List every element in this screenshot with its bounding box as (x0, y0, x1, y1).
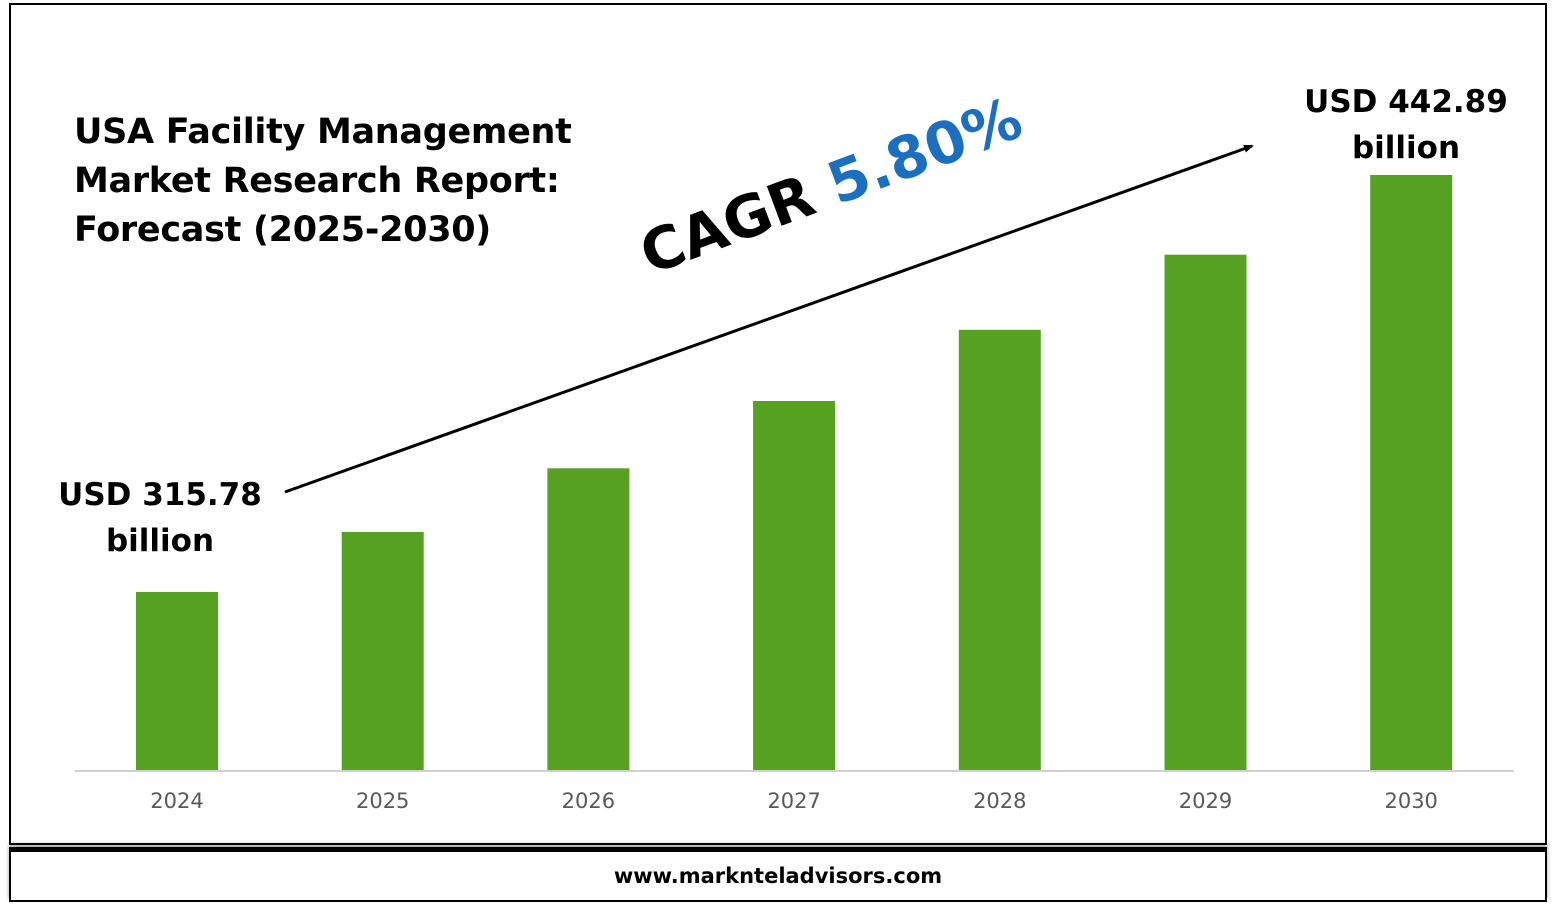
x-tick-label-2026: 2026 (562, 789, 615, 813)
x-tick-label-2028: 2028 (973, 789, 1026, 813)
x-tick-label-2024: 2024 (150, 789, 203, 813)
tick-labels-layer: 2024 2025 2026 2027 2028 2029 2030 (150, 789, 1438, 813)
start-value-callout: USD 315.78 billion (54, 472, 266, 564)
x-tick-label-2025: 2025 (356, 789, 409, 813)
bar-2030 (1370, 175, 1453, 770)
x-tick-label-2027: 2027 (767, 789, 820, 813)
end-value: USD 442.89 (1304, 84, 1508, 120)
bar-2027 (753, 401, 836, 770)
title-line-2: Market Research Report: (74, 161, 560, 201)
end-value-callout: USD 442.89 billion (1300, 79, 1512, 171)
bars-layer (136, 175, 1453, 770)
footer-website[interactable]: www.marknteladvisors.com (613, 864, 943, 888)
chart-title: USA Facility Management Market Research … (74, 108, 594, 255)
end-unit: billion (1351, 130, 1461, 166)
bar-2028 (958, 329, 1041, 770)
bar-2025 (341, 531, 424, 770)
footer-band: www.marknteladvisors.com (9, 847, 1547, 902)
bar-2024 (136, 592, 218, 770)
bar-2029 (1164, 254, 1247, 770)
growth-arrow (284, 144, 1254, 494)
start-value: USD 315.78 (58, 477, 262, 513)
title-line-3: Forecast (2025-2030) (74, 210, 491, 250)
start-unit: billion (105, 523, 215, 559)
x-tick-label-2030: 2030 (1384, 789, 1437, 813)
title-line-1: USA Facility Management (74, 112, 572, 152)
bar-2026 (547, 468, 630, 770)
x-tick-label-2029: 2029 (1179, 789, 1232, 813)
